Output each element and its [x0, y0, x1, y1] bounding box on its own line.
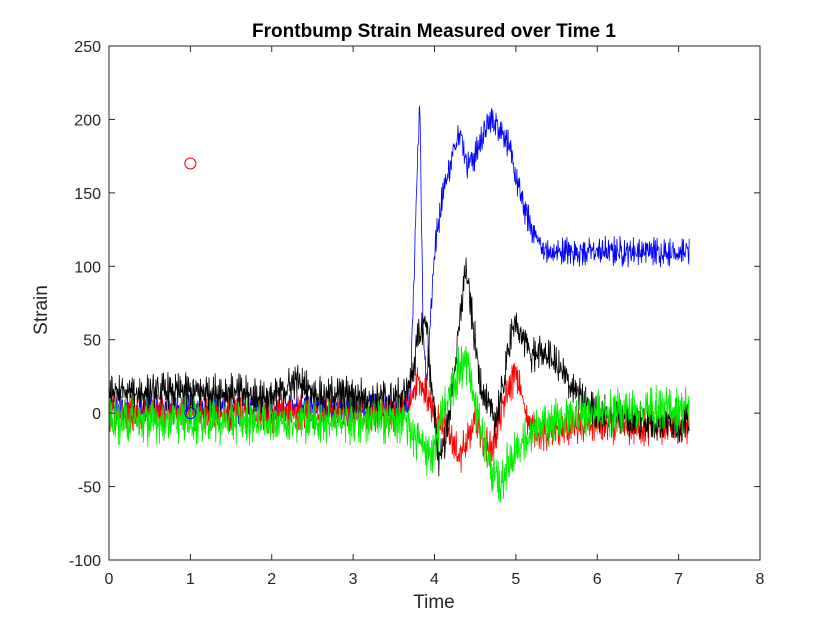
x-tick-label: 6 [593, 571, 602, 588]
series-line-1 [109, 105, 690, 425]
x-tick-label: 4 [430, 571, 439, 588]
x-tick-label: 3 [349, 571, 358, 588]
marker-point-2 [184, 407, 197, 420]
x-tick-label: 2 [267, 571, 276, 588]
y-tick-label: -50 [78, 480, 101, 497]
x-tick-label: 1 [186, 571, 195, 588]
y-tick-label: 150 [74, 186, 101, 203]
y-tick-label: 0 [92, 406, 101, 423]
axes-box [108, 45, 761, 561]
x-tick-label: 8 [756, 571, 765, 588]
x-tick-label: 7 [674, 571, 683, 588]
x-axis-label: Time [413, 592, 455, 613]
y-tick-label: 200 [74, 112, 101, 129]
x-tick-label: 0 [105, 571, 114, 588]
plot-area [109, 105, 690, 503]
series-line-4 [109, 345, 690, 503]
chart-title: Frontbump Strain Measured over Time 1 [252, 21, 616, 42]
series-line-3 [109, 257, 690, 477]
marker-point-1 [184, 157, 197, 170]
x-tick-label: 5 [511, 571, 520, 588]
axes: 0 1 2 3 4 5 6 7 8 -100 -50 0 50 100 150 200 250 [69, 39, 765, 588]
y-axis-label: Strain [31, 285, 52, 335]
y-tick-label: 250 [74, 39, 101, 56]
y-tick-label: 100 [74, 259, 101, 276]
y-tick-label: 50 [83, 333, 101, 350]
y-tick-label: -100 [69, 553, 101, 570]
